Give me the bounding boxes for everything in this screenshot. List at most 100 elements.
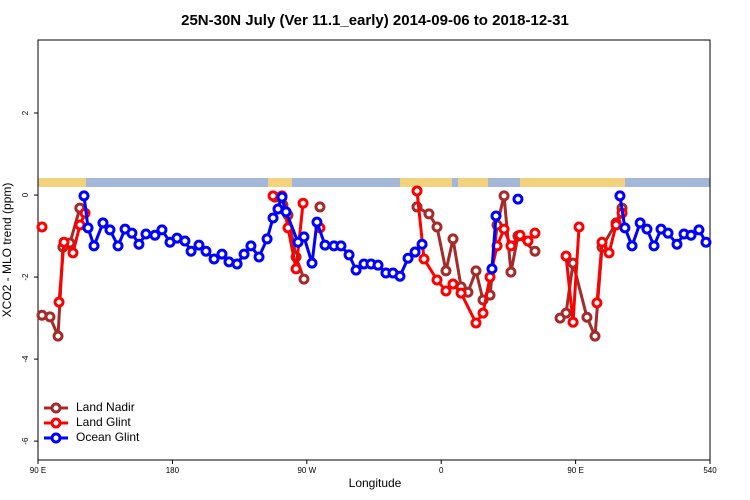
data-point: [529, 227, 541, 239]
data-point: [610, 219, 622, 231]
data-point: [560, 307, 572, 319]
data-point: [614, 190, 626, 202]
data-point: [36, 221, 48, 233]
data-point: [372, 259, 384, 271]
data-point: [261, 233, 273, 245]
data-point: [343, 249, 355, 261]
legend-label: Land Nadir: [76, 400, 135, 414]
data-point: [306, 257, 318, 269]
legend-marker: [50, 402, 62, 414]
data-point: [193, 239, 205, 251]
data-point: [490, 210, 502, 222]
data-point: [447, 233, 459, 245]
data-point: [411, 185, 423, 197]
data-point: [298, 273, 310, 285]
data-point: [512, 193, 524, 205]
y-tick-label: 0: [21, 192, 30, 197]
y-axis-label: XCO2 - MLO trend (ppm): [0, 183, 14, 318]
data-point: [409, 246, 421, 258]
series-line: [41, 194, 624, 338]
data-point: [88, 240, 100, 252]
data-point: [440, 285, 452, 297]
data-point: [470, 265, 482, 277]
data-point: [431, 274, 443, 286]
data-point: [253, 251, 265, 263]
data-point: [67, 247, 79, 259]
data-point: [589, 330, 601, 342]
data-point: [185, 245, 197, 257]
y-tick-label: 2: [21, 110, 30, 115]
data-point: [297, 197, 309, 209]
data-point: [267, 190, 279, 202]
data-point: [245, 240, 257, 252]
data-point: [126, 227, 138, 239]
x-tick-label: 90 W: [297, 466, 316, 475]
x-tick-label: 540: [703, 466, 717, 475]
x-tick-label: 90 E: [30, 466, 46, 475]
data-point: [591, 297, 603, 309]
data-point: [423, 208, 435, 220]
data-point: [267, 212, 279, 224]
x-tick-label: 90 E: [567, 466, 583, 475]
data-point: [290, 263, 302, 275]
data-point: [641, 223, 653, 235]
data-point: [596, 236, 608, 248]
data-point: [402, 252, 414, 264]
data-point: [276, 191, 288, 203]
data-point: [700, 236, 712, 248]
data-point: [149, 229, 161, 241]
data-point: [573, 221, 585, 233]
data-point: [58, 236, 70, 248]
data-point: [52, 330, 64, 342]
data-point: [619, 222, 631, 234]
data-point: [82, 222, 94, 234]
data-point: [498, 223, 510, 235]
data-point: [179, 235, 191, 247]
legend-label: Land Glint: [76, 415, 131, 429]
data-point: [44, 311, 56, 323]
data-point: [78, 190, 90, 202]
data-point: [470, 317, 482, 329]
data-point: [311, 216, 323, 228]
x-tick-label: 0: [439, 466, 444, 475]
data-point: [314, 201, 326, 213]
legend-label: Ocean Glint: [76, 430, 140, 444]
data-point: [350, 264, 362, 276]
data-point: [104, 224, 116, 236]
x-axis-label: Longitude: [349, 476, 402, 490]
legend-marker: [50, 432, 62, 444]
data-point: [626, 240, 638, 252]
data-point: [662, 227, 674, 239]
data-point: [440, 265, 452, 277]
y-tick-label: -2: [21, 273, 30, 281]
y-tick-label: -6: [21, 437, 30, 445]
data-point: [216, 248, 228, 260]
data-point: [140, 228, 152, 240]
data-point: [603, 247, 615, 259]
data-point: [522, 235, 534, 247]
data-point: [529, 245, 541, 257]
data-point: [685, 229, 697, 241]
data-point: [505, 266, 517, 278]
data-point: [112, 240, 124, 252]
data-point: [634, 217, 646, 229]
data-point: [447, 278, 459, 290]
data-point: [505, 240, 517, 252]
data-point: [238, 248, 250, 260]
data-point: [97, 217, 109, 229]
data-point: [567, 316, 579, 328]
data-point: [671, 238, 683, 250]
data-point: [416, 238, 428, 250]
data-point: [335, 240, 347, 252]
data-point: [560, 250, 572, 262]
data-point: [200, 245, 212, 257]
data-point: [418, 253, 430, 265]
data-point: [455, 287, 467, 299]
data-point: [394, 270, 406, 282]
data-point: [693, 224, 705, 236]
data-point: [477, 307, 489, 319]
map-strip: [38, 178, 710, 187]
